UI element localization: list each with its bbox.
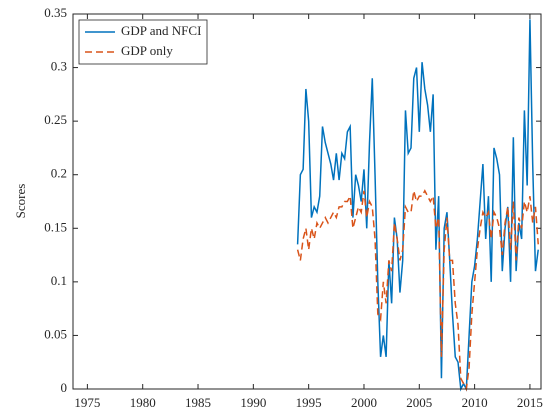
x-tick-label: 1990 [240,395,266,410]
x-tick-label: 1980 [130,395,156,410]
y-tick-label: 0.3 [51,59,67,74]
plot-frame [72,13,542,390]
legend-label: GDP and NFCI [121,23,201,38]
legend-box [78,19,208,65]
data-line [296,19,539,392]
y-tick-label: 0.05 [44,326,67,341]
y-tick-label: 0 [61,380,68,395]
legend-label: GDP only [121,43,173,58]
data-line [296,189,539,392]
y-tick-label: 0.2 [51,166,67,181]
y-tick-label: 0.35 [44,5,67,20]
y-tick-label: 0.1 [51,273,67,288]
x-tick-label: 1975 [74,395,100,410]
y-tick-label: 0.15 [44,219,67,234]
y-axis-label: Scores [13,184,28,219]
x-tick-label: 1985 [185,395,211,410]
x-tick-label: 2000 [351,395,377,410]
x-tick-label: 2010 [462,395,488,410]
x-tick-label: 2005 [406,395,432,410]
x-tick-label: 1995 [296,395,322,410]
x-tick-label: 2015 [517,395,543,410]
y-tick-label: 0.25 [44,112,67,127]
